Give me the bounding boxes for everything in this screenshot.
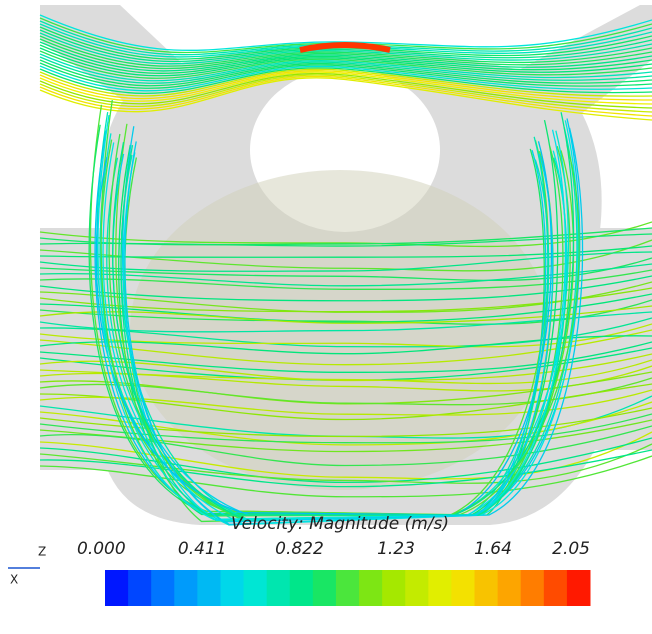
colorbar-band: [128, 570, 152, 606]
colorbar-band: [405, 570, 429, 606]
colorbar-tick-label: 0.822: [275, 539, 324, 559]
colorbar-band: [428, 570, 452, 606]
colorbar: 0.000 0.411 0.822 1.23 1.64 2.05: [77, 539, 591, 606]
colorbar-tick-label: 0.411: [178, 539, 227, 559]
colorbar-tick-label: 0.000: [77, 539, 126, 559]
colorbar-band: [521, 570, 545, 606]
colorbar-tick-label: 2.05: [552, 539, 590, 559]
colorbar-band: [498, 570, 522, 606]
page: {"colorbar": {"title": "Velocity: Magnit…: [0, 0, 652, 634]
colorbar-band: [290, 570, 314, 606]
colorbar-band: [105, 570, 129, 606]
colorbar-band: [220, 570, 244, 606]
triad-label: X: [10, 573, 18, 587]
colorbar-band: [382, 570, 406, 606]
colorbar-band: [544, 570, 568, 606]
triad-label: Z: [38, 545, 46, 559]
colorbar-band: [567, 570, 591, 606]
colorbar-band: [151, 570, 175, 606]
colorbar-tick-label: 1.23: [377, 539, 415, 559]
colorbar-band: [244, 570, 268, 606]
colorbar-tick-label: 1.64: [474, 539, 512, 559]
viewport: Z X Velocity: Magnitude (m/s) 0.000 0.411…: [0, 0, 652, 634]
triad: Z X: [8, 545, 46, 587]
colorbar-band: [174, 570, 198, 606]
colorbar-band: [451, 570, 475, 606]
colorbar-title: Velocity: Magnitude (m/s): [231, 514, 449, 534]
colorbar-band: [336, 570, 360, 606]
colorbar-band: [359, 570, 383, 606]
colorbar-band: [313, 570, 337, 606]
colorbar-band: [475, 570, 499, 606]
colorbar-band: [197, 570, 221, 606]
colorbar-band: [267, 570, 291, 606]
